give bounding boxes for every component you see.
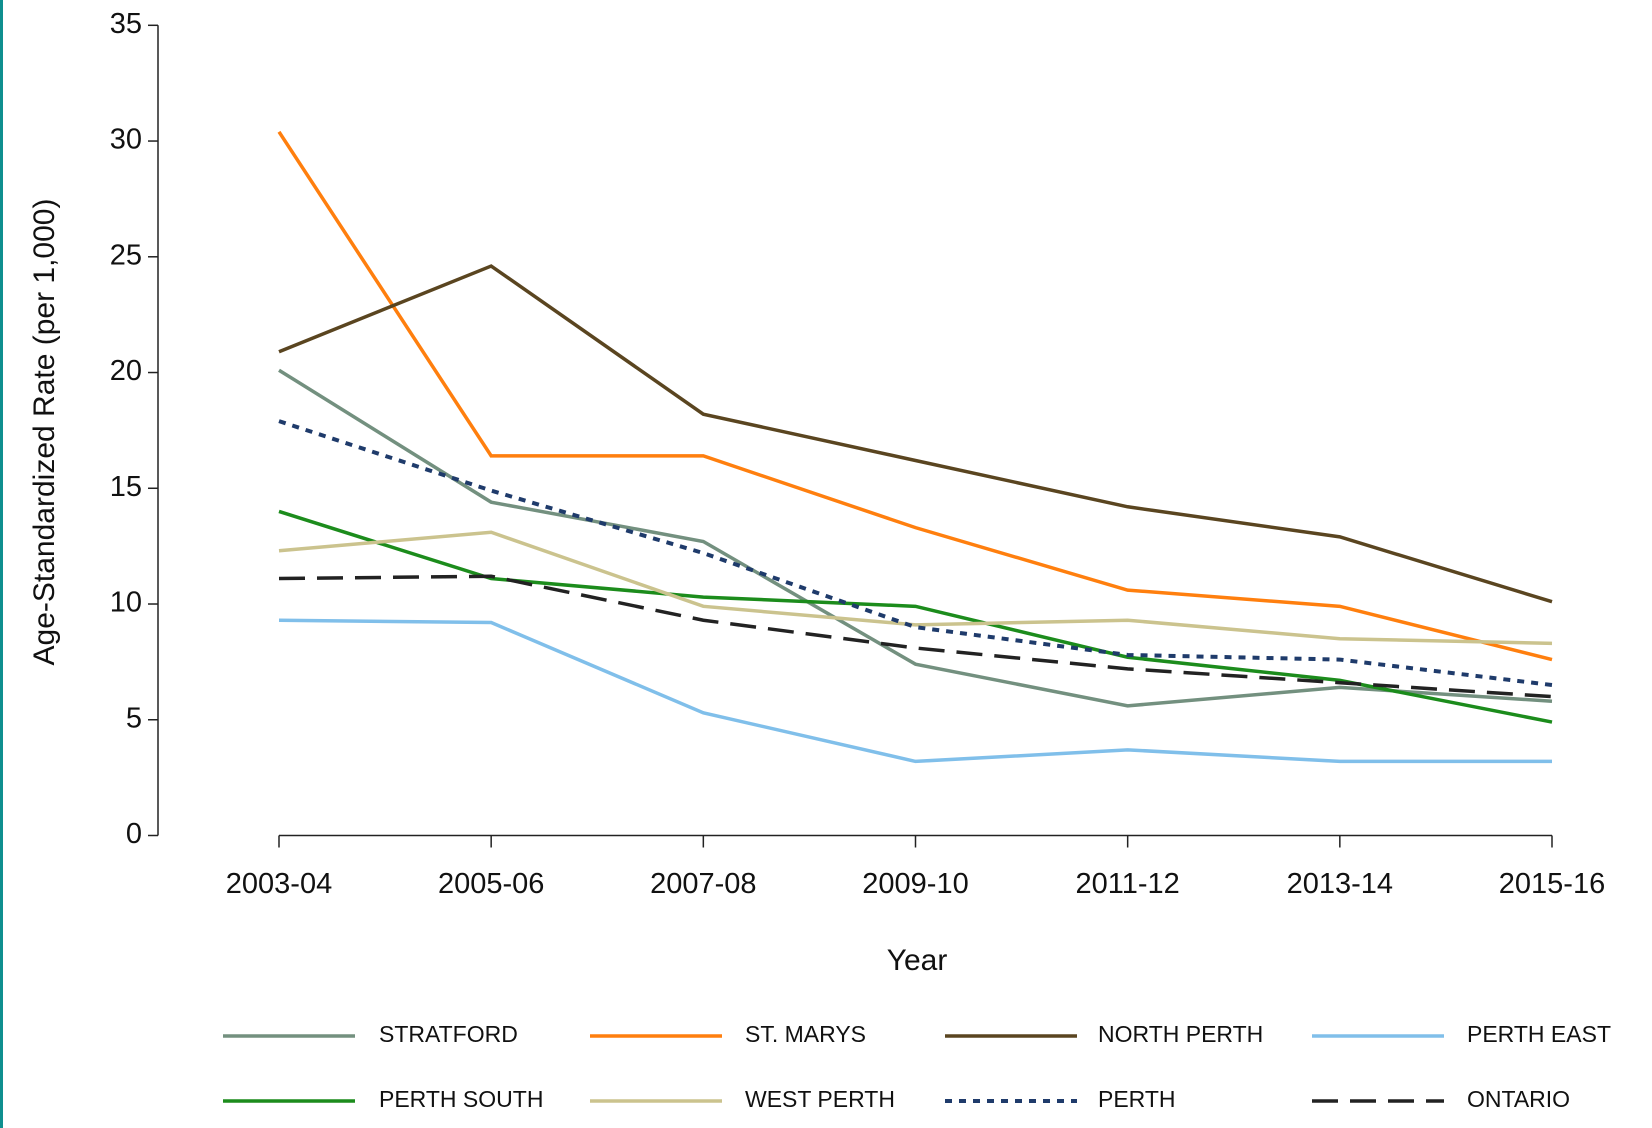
legend-label: ONTARIO — [1467, 1086, 1570, 1112]
x-tick-label: 2003-04 — [226, 868, 332, 900]
series-line — [278, 618, 1552, 764]
y-tick-label: 5 — [126, 702, 142, 734]
series-line — [278, 509, 1553, 724]
y-tick-label: 30 — [110, 124, 142, 156]
legend-label: WEST PERTH — [745, 1086, 895, 1112]
x-tick-label: 2015-16 — [1499, 868, 1605, 900]
series-line — [278, 419, 1553, 688]
legend-label: PERTH — [1098, 1086, 1176, 1112]
y-tick-label: 15 — [110, 471, 142, 503]
left-border — [0, 0, 3, 1128]
legend-label: ST. MARYS — [745, 1021, 866, 1047]
x-tick-label: 2009-10 — [862, 868, 968, 900]
legend-label: STRATFORD — [379, 1021, 518, 1047]
series-line — [278, 368, 1553, 708]
y-tick-label: 25 — [110, 239, 142, 271]
y-axis-title: Age-Standardized Rate (per 1,000) — [28, 199, 61, 666]
x-tick-label: 2011-12 — [1076, 868, 1180, 900]
x-tick-label: 2013-14 — [1287, 868, 1393, 900]
y-tick-label: 0 — [126, 818, 142, 850]
legend-label: NORTH PERTH — [1098, 1021, 1263, 1047]
series-line — [278, 574, 1553, 699]
legend-label: PERTH EAST — [1467, 1021, 1611, 1047]
y-tick-label: 10 — [110, 587, 142, 619]
x-tick-label: 2005-06 — [438, 868, 544, 900]
series-line — [278, 530, 1553, 646]
x-tick-label: 2007-08 — [650, 868, 756, 900]
y-tick-label: 20 — [110, 355, 142, 387]
legend-label: PERTH SOUTH — [379, 1086, 543, 1112]
series-line — [278, 264, 1553, 604]
series-line — [277, 130, 1553, 662]
y-tick-label: 35 — [110, 8, 142, 40]
x-axis-title: Year — [887, 944, 948, 977]
